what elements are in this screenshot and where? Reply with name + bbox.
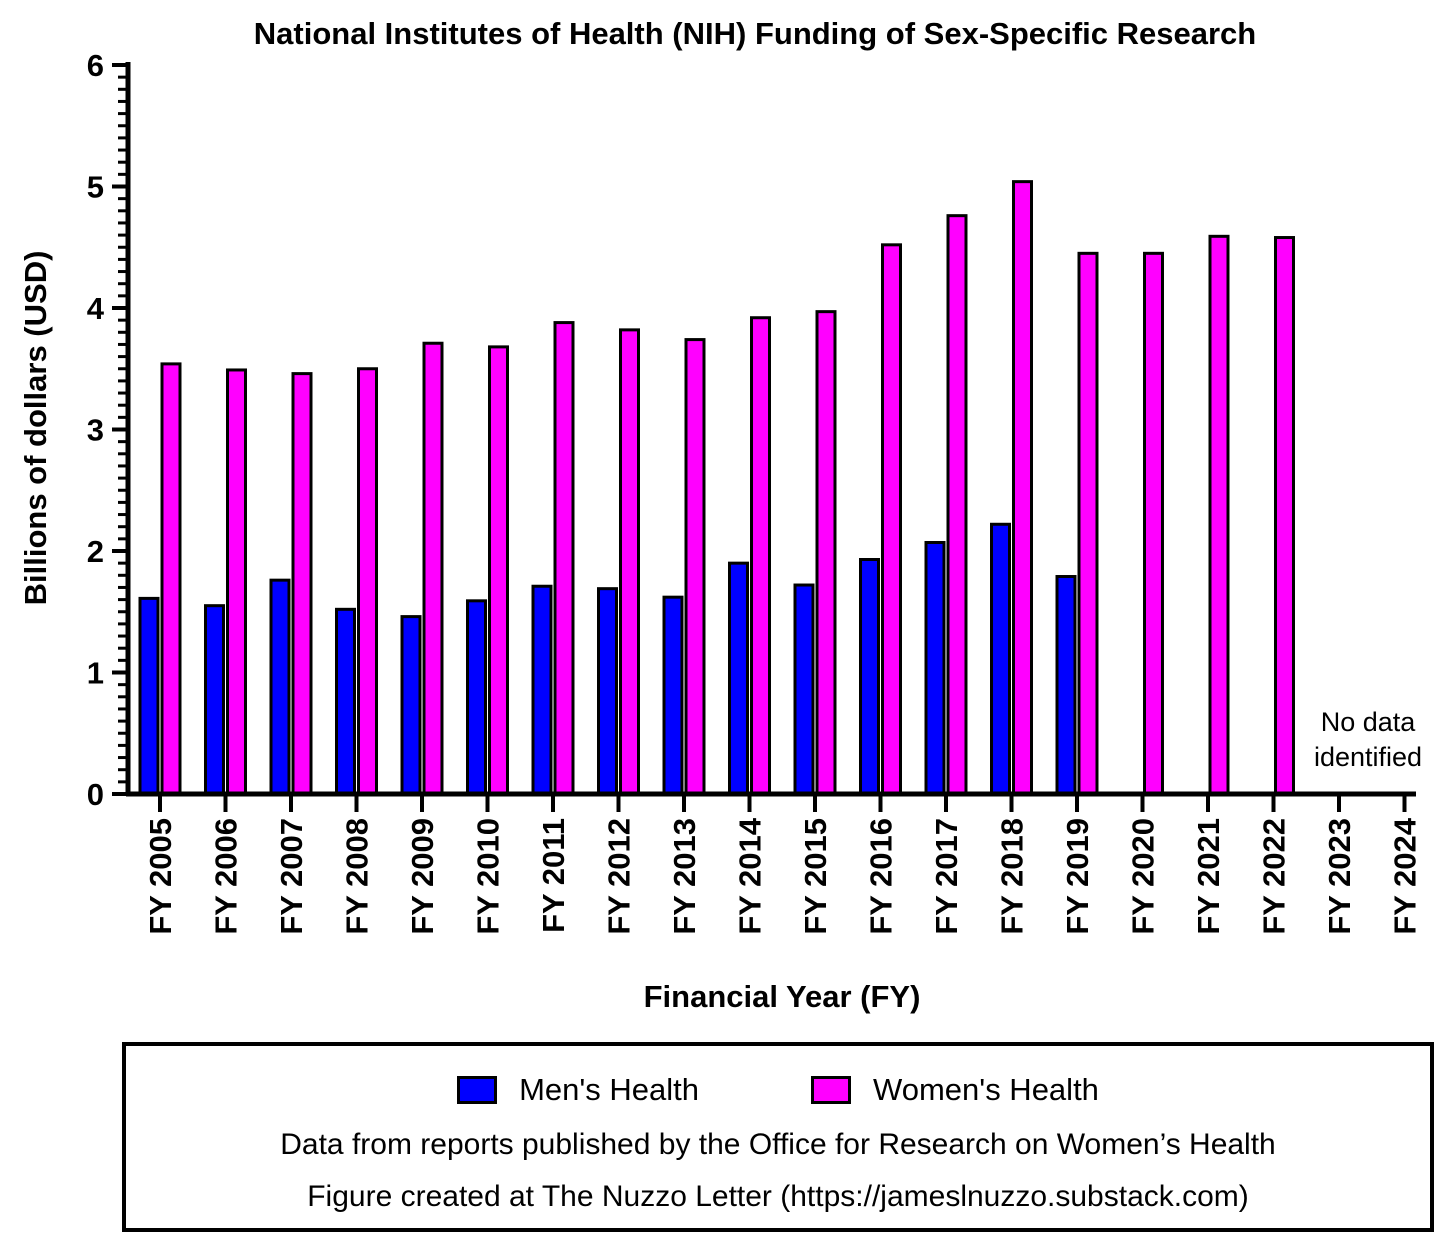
bar-womens-fy-2020 [1143, 251, 1164, 796]
bar-mens-fy-2015 [793, 583, 815, 796]
bar-womens-fy-2005 [160, 362, 182, 796]
x-tick-label: FY 2018 [995, 818, 1030, 935]
bar-womens-fy-2009 [422, 341, 444, 796]
legend-item-mens-health: Men's Health [457, 1072, 699, 1108]
legend-swatch-mens-health [457, 1076, 498, 1104]
legend-label-womens-health: Women's Health [873, 1072, 1099, 1107]
legend-box: Men's Health Women's Health Data from re… [122, 1042, 1434, 1232]
bar-mens-fy-2007 [269, 578, 291, 796]
legend-swatch-womens-health [811, 1076, 852, 1104]
bar-womens-fy-2018 [1012, 180, 1033, 796]
x-tick-label: FY 2014 [733, 817, 768, 934]
bar-womens-fy-2022 [1274, 236, 1295, 796]
x-tick-label: FY 2019 [1060, 818, 1095, 935]
bar-womens-fy-2021 [1208, 234, 1230, 796]
x-axis-label: Financial Year (FY) [644, 979, 921, 1014]
x-tick-label: FY 2021 [1191, 818, 1226, 935]
y-tick-label: 3 [87, 413, 104, 448]
bar-mens-fy-2011 [531, 584, 553, 796]
bar-mens-fy-2014 [728, 561, 749, 796]
x-tick-label: FY 2006 [209, 818, 244, 935]
y-tick-label: 0 [87, 777, 104, 812]
x-tick-label: FY 2015 [798, 818, 833, 935]
y-tick-label: 1 [87, 656, 104, 691]
credit-note: Figure created at The Nuzzo Letter (http… [307, 1180, 1249, 1213]
bar-mens-fy-2013 [662, 595, 684, 796]
x-tick-label: FY 2007 [274, 818, 309, 935]
x-tick-label: FY 2013 [667, 818, 702, 935]
bar-womens-fy-2016 [881, 243, 902, 796]
x-tick-label: FY 2023 [1322, 818, 1357, 935]
bar-mens-fy-2008 [335, 607, 356, 796]
bar-womens-fy-2010 [488, 345, 509, 796]
bar-mens-fy-2005 [138, 596, 160, 796]
bar-womens-fy-2006 [226, 368, 247, 796]
bars-layer [138, 180, 1295, 796]
y-tick-label: 4 [87, 291, 105, 326]
legend-row: Men's Health Women's Health [126, 1068, 1430, 1112]
bar-mens-fy-2019 [1055, 575, 1077, 796]
x-tick-label: FY 2017 [929, 818, 964, 935]
bar-mens-fy-2018 [990, 522, 1011, 796]
y-tick-label: 6 [87, 48, 104, 83]
bar-womens-fy-2017 [946, 214, 968, 796]
x-tick-label: FY 2022 [1257, 818, 1292, 935]
bar-mens-fy-2009 [400, 615, 422, 796]
y-tick-label: 2 [87, 534, 104, 569]
bar-chart: National Institutes of Health (NIH) Fund… [18, 16, 1423, 1014]
bar-womens-fy-2014 [750, 316, 771, 796]
legend-label-mens-health: Men's Health [519, 1072, 700, 1107]
bar-mens-fy-2006 [204, 604, 225, 796]
x-tick-label: FY 2010 [471, 818, 506, 935]
bar-womens-fy-2012 [619, 328, 640, 796]
no-data-annotation-line-1: No data [1321, 707, 1417, 737]
x-tick-label: FY 2012 [602, 818, 637, 935]
no-data-annotation: No data identified [1314, 707, 1422, 772]
x-tick-label: FY 2008 [340, 818, 375, 935]
chart-title: National Institutes of Health (NIH) Fund… [254, 16, 1256, 51]
bar-womens-fy-2013 [684, 338, 706, 796]
bar-womens-fy-2008 [357, 367, 378, 796]
bar-mens-fy-2016 [859, 558, 880, 796]
bar-womens-fy-2019 [1077, 251, 1099, 796]
x-tick-label: FY 2011 [536, 818, 571, 933]
legend-item-womens-health: Women's Health [811, 1072, 1099, 1108]
y-tick-label: 5 [87, 170, 104, 205]
bar-womens-fy-2007 [291, 372, 313, 796]
bar-mens-fy-2017 [924, 540, 946, 796]
x-tick-label: FY 2024 [1388, 817, 1423, 934]
bar-mens-fy-2012 [597, 587, 618, 796]
ticks-layer: 0 1 2 3 4 5 6 FY 2005 FY 2006 FY 2007 FY 2008 FY 20… [87, 48, 1423, 935]
no-data-annotation-line-2: identified [1314, 742, 1422, 772]
source-note: Data from reports published by the Offic… [280, 1128, 1276, 1161]
bar-mens-fy-2010 [466, 599, 487, 796]
bar-womens-fy-2011 [553, 321, 575, 796]
x-tick-label: FY 2016 [864, 818, 899, 935]
x-tick-label: FY 2009 [405, 818, 440, 935]
bar-womens-fy-2015 [815, 310, 837, 796]
x-tick-label: FY 2005 [143, 818, 178, 935]
x-tick-label: FY 2020 [1126, 818, 1161, 935]
y-axis-label: Billions of dollars (USD) [18, 251, 53, 606]
